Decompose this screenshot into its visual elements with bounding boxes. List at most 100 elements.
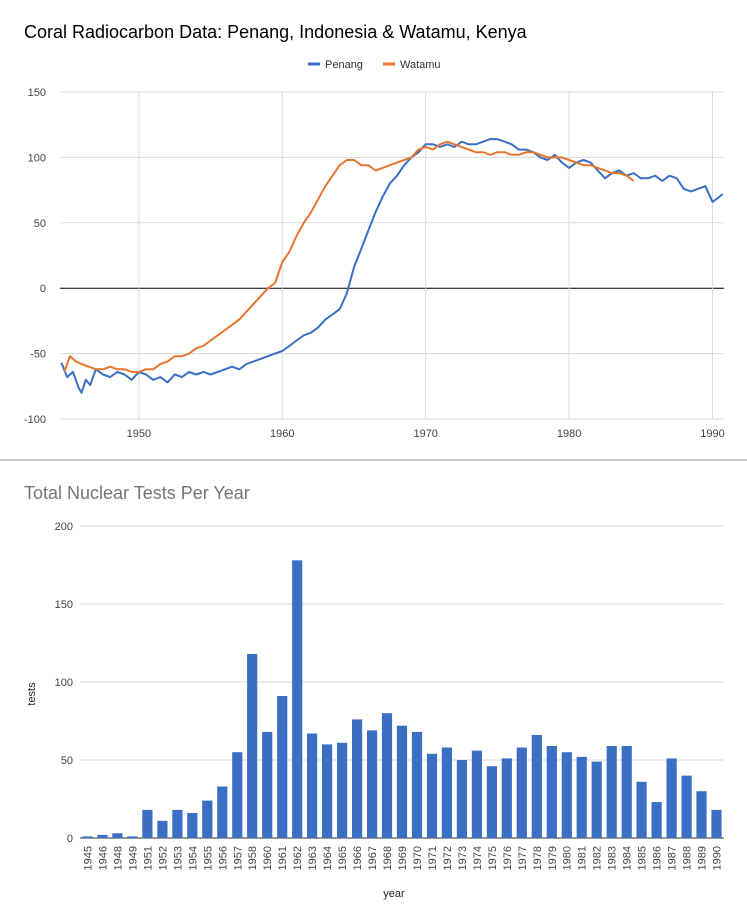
- bar: [576, 756, 587, 838]
- y-tick-label: 50: [61, 755, 73, 767]
- x-tick-label: 1971: [427, 846, 439, 870]
- bar: [441, 747, 452, 838]
- bar: [112, 833, 123, 838]
- bar: [337, 742, 348, 838]
- radiocarbon-line-chart: 150 100 50 0 -50 -100 1950 1960 1970 1980 1990 Pena…: [24, 59, 725, 440]
- x-tick-label: 1979: [547, 846, 559, 870]
- x-tick-label: 1983: [607, 846, 619, 870]
- bar: [696, 791, 707, 838]
- x-tick-label: 1986: [652, 846, 664, 870]
- bar: [292, 560, 303, 838]
- bar: [367, 730, 378, 838]
- bar: [621, 746, 632, 838]
- bar: [322, 744, 333, 838]
- x-tick-label: 1981: [577, 846, 589, 870]
- bar: [396, 725, 408, 838]
- x-tick-label: 1989: [697, 846, 709, 870]
- x-tick-label: 1985: [637, 846, 649, 870]
- x-tick-label: 1975: [487, 846, 499, 870]
- bar: [172, 809, 183, 838]
- bar: [82, 836, 93, 838]
- nuclear-tests-bar-chart: 200 150 100 50 0 1945 1946 1948 1949 1951 1952 1953…: [26, 521, 724, 900]
- bar: [157, 820, 168, 838]
- bar: [352, 719, 363, 838]
- x-axis-title: year: [383, 888, 405, 900]
- legend-label: Watamu: [400, 59, 441, 71]
- y-tick-label: 200: [55, 521, 73, 533]
- y-tick-label: 50: [34, 218, 46, 230]
- x-tick-label: 1948: [112, 846, 124, 870]
- x-tick-label: 1957: [232, 846, 244, 870]
- bar: [681, 775, 692, 838]
- bar: [666, 758, 677, 838]
- x-tick-label: 1960: [270, 428, 294, 440]
- bar: [187, 813, 198, 838]
- bar: [127, 836, 138, 838]
- bar: [97, 834, 108, 838]
- bar: [307, 733, 318, 838]
- bar: [217, 786, 228, 838]
- y-tick-label: -50: [30, 349, 46, 361]
- x-tick-label: 1956: [217, 846, 229, 870]
- bar: [426, 753, 438, 838]
- x-tick-label: 1974: [472, 846, 484, 870]
- bar: [546, 746, 557, 838]
- x-tick-label: 1977: [517, 846, 529, 870]
- x-tick-label: 1953: [172, 846, 184, 870]
- x-tick-label: 1946: [97, 846, 109, 870]
- y-tick-label: 150: [55, 599, 73, 611]
- x-tick-label: 1966: [352, 846, 364, 870]
- y-tick-label: -100: [24, 414, 46, 426]
- x-tick-label: 1978: [532, 846, 544, 870]
- x-tick-label: 1976: [502, 846, 514, 870]
- y-tick-label: 100: [28, 152, 46, 164]
- x-tick-label: 1980: [562, 846, 574, 870]
- x-tick-label: 1967: [367, 846, 379, 870]
- bar: [471, 750, 482, 838]
- x-tick-label: 1950: [127, 428, 151, 440]
- bar: [411, 731, 423, 838]
- y-tick-label: 0: [67, 833, 73, 845]
- x-tick-label: 1952: [157, 846, 169, 870]
- x-tick-label: 1955: [202, 846, 214, 870]
- bar: [606, 746, 617, 838]
- x-tick-label: 1963: [307, 846, 319, 870]
- x-tick-label: 1970: [413, 428, 437, 440]
- y-tick-label: 100: [55, 677, 73, 689]
- bar: [636, 781, 647, 838]
- bar: [247, 653, 258, 838]
- x-tick-label: 1961: [277, 846, 289, 870]
- bar: [456, 760, 467, 838]
- x-tick-label: 1962: [292, 846, 304, 870]
- bar: [277, 696, 288, 838]
- x-tick-label: 1969: [397, 846, 409, 870]
- x-tick-label: 1973: [457, 846, 469, 870]
- bar: [501, 758, 512, 838]
- bar: [232, 752, 243, 838]
- x-tick-label: 1990: [712, 846, 724, 870]
- bar: [711, 809, 722, 838]
- x-tick-label: 1970: [412, 846, 424, 870]
- x-tick-label: 1984: [622, 846, 634, 870]
- x-tick-label: 1964: [322, 846, 334, 870]
- bar: [202, 800, 213, 838]
- bar: [516, 747, 527, 838]
- x-tick-label: 1972: [442, 846, 454, 870]
- bar: [381, 713, 393, 838]
- x-tick-label: 1968: [382, 846, 394, 870]
- bar: [262, 731, 273, 838]
- y-axis-title: tests: [26, 682, 38, 706]
- series-line-watamu: [63, 140, 635, 373]
- x-tick-label: 1965: [337, 846, 349, 870]
- legend-label: Penang: [325, 59, 363, 71]
- y-tick-label: 0: [40, 283, 46, 295]
- chart-title: Coral Radiocarbon Data: Penang, Indonesi…: [24, 22, 527, 42]
- x-tick-label: 1982: [592, 846, 604, 870]
- bar: [591, 761, 602, 838]
- x-tick-label: 1988: [682, 846, 694, 870]
- x-tick-label: 1987: [667, 846, 679, 870]
- nuclear-tests-chart-panel: Total Nuclear Tests Per Year 200 150 100 50…: [0, 461, 747, 921]
- panel-divider: [0, 459, 747, 461]
- radiocarbon-chart-panel: Coral Radiocarbon Data: Penang, Indonesi…: [0, 0, 747, 460]
- x-tick-label: 1990: [700, 428, 724, 440]
